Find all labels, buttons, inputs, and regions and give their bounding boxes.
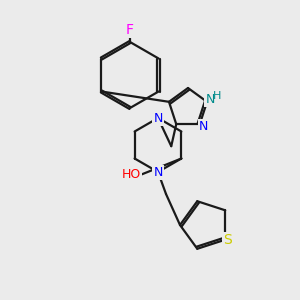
Text: H: H [213, 91, 221, 101]
Text: N: N [205, 93, 215, 106]
Text: N: N [153, 166, 163, 178]
Text: N: N [153, 112, 163, 124]
Text: F: F [126, 23, 134, 37]
Text: N: N [199, 120, 208, 133]
Text: S: S [223, 233, 232, 247]
Text: HO: HO [122, 168, 141, 181]
